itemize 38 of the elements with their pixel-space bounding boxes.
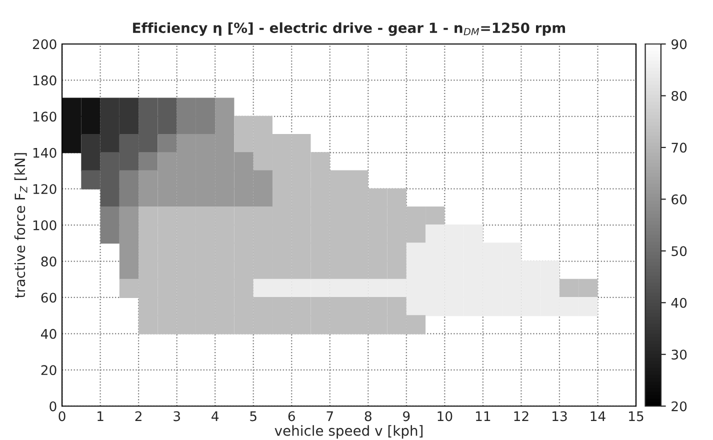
color-bar-label: 60	[672, 194, 687, 204]
x-tick-label: 2	[135, 411, 142, 422]
x-tick-label: 0	[58, 411, 66, 422]
y-tick-label: 140	[33, 148, 56, 158]
color-bar-label: 20	[672, 401, 687, 412]
x-tick-label: 3	[174, 411, 180, 422]
x-tick-label: 7	[326, 411, 333, 422]
y-tick-label: 20	[41, 365, 56, 376]
x-tick-label: 11	[476, 411, 490, 422]
x-tick-label: 1	[98, 411, 104, 422]
y-tick-label: 120	[33, 184, 56, 194]
y-tick-label: 0	[50, 401, 56, 412]
x-tick-label: 14	[590, 411, 606, 422]
x-tick-label: 15	[629, 411, 644, 422]
y-tick-label: 160	[33, 112, 56, 122]
x-tick-label: 8	[364, 411, 372, 422]
x-tick-label: 9	[403, 411, 410, 422]
x-tick-label: 13	[552, 411, 567, 422]
color-bar-label: 80	[672, 90, 687, 101]
y-axis-title: tractive force F$_{Z}$ [kN]	[14, 153, 28, 298]
color-bar-label: 40	[671, 298, 687, 308]
x-tick-label: 10	[438, 411, 452, 422]
y-tick-label: 80	[41, 256, 56, 266]
y-tick-label: 40	[41, 328, 56, 339]
color-bar-label: 30	[672, 350, 687, 360]
x-axis-title: vehicle speed v [kph]	[274, 425, 423, 439]
x-tick-label: 6	[288, 411, 295, 422]
y-tick-label: 180	[33, 75, 56, 86]
y-tick-label: 200	[32, 39, 56, 50]
y-tick-label: 60	[41, 292, 56, 303]
x-tick-label: 4	[212, 411, 219, 422]
color-bar-label: 50	[672, 246, 687, 256]
y-tick-label: 100	[33, 220, 56, 230]
x-tick-label: 5	[250, 411, 256, 422]
x-tick-label: 12	[514, 411, 528, 422]
color-bar-label: 90	[672, 39, 687, 50]
chart-title: Efficiency η [%] - electric drive - gear 1 - n$_{DM}$=1250 rpm	[133, 22, 566, 36]
color-bar-label: 70	[672, 142, 687, 153]
